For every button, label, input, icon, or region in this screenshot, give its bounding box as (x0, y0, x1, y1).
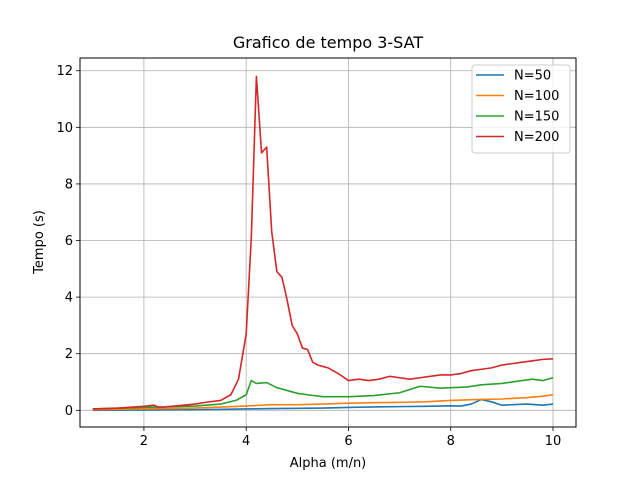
x-tick-label: 6 (344, 434, 352, 449)
x-tick-label: 4 (242, 434, 250, 449)
legend-label: N=200 (514, 130, 559, 145)
legend-label: N=150 (514, 110, 559, 125)
x-tick-label: 10 (545, 434, 562, 449)
x-axis: 2 4 6 8 10 (140, 427, 561, 449)
y-tick-label: 10 (56, 121, 73, 136)
y-tick-label: 6 (65, 234, 73, 249)
legend: N=50 N=100 N=150 N=200 (471, 64, 571, 154)
y-tick-label: 2 (65, 347, 73, 362)
y-tick-label: 0 (65, 404, 73, 419)
y-axis-label: Tempo (s) (32, 210, 47, 275)
series-line-n-50 (92, 398, 554, 412)
x-axis-label: Alpha (m/n) (290, 456, 367, 471)
y-axis: 0 2 4 6 8 10 12 (56, 64, 80, 419)
series-line-n-150 (92, 376, 554, 410)
plot-area-frame (79, 57, 577, 428)
series-line-n-100 (92, 393, 554, 411)
series-line-n-200 (92, 75, 554, 410)
y-tick-label: 12 (56, 64, 73, 79)
y-tick-label: 8 (65, 177, 73, 192)
x-tick-label: 2 (140, 434, 148, 449)
x-tick-label: 8 (447, 434, 455, 449)
y-tick-label: 4 (65, 291, 73, 306)
plot-lines (92, 75, 554, 412)
legend-box (471, 64, 571, 154)
chart-title: Grafico de tempo 3-SAT (233, 33, 423, 52)
legend-label: N=50 (514, 69, 551, 84)
legend-label: N=100 (514, 89, 559, 104)
